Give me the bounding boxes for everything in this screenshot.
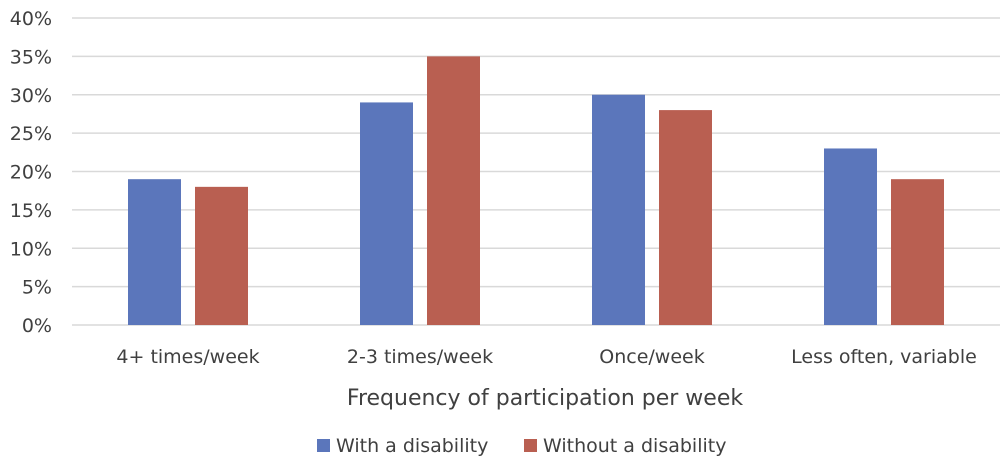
y-axis-tick-labels: 0% 5% 10% 15% 20% 25% 30% 35% 40%: [10, 8, 52, 337]
x-category-label: 2-3 times/week: [347, 346, 493, 368]
legend-swatch: [317, 439, 330, 452]
bar-with-disability: [592, 94, 645, 325]
y-tick-label: 20%: [10, 162, 52, 184]
bar-with-disability: [128, 179, 181, 325]
y-tick-label: 35%: [10, 46, 52, 68]
bar-with-disability: [824, 148, 877, 325]
bar-without-disability: [427, 56, 480, 325]
legend-label: Without a disability: [543, 435, 726, 457]
y-tick-label: 15%: [10, 200, 52, 222]
bar-with-disability: [360, 102, 413, 325]
y-tick-label: 30%: [10, 85, 52, 107]
y-tick-label: 10%: [10, 238, 52, 260]
x-category-label: 4+ times/week: [116, 346, 259, 368]
x-axis-category-labels: 4+ times/week 2-3 times/week Once/week Less…: [116, 346, 976, 368]
x-category-label: Once/week: [599, 346, 704, 368]
y-tick-label: 0%: [22, 315, 52, 337]
legend-label: With a disability: [336, 435, 488, 457]
bar-without-disability: [891, 179, 944, 325]
legend-swatch: [524, 439, 537, 452]
legend: With a disability Without a disability: [317, 435, 726, 457]
x-axis-title: Frequency of participation per week: [347, 386, 743, 411]
y-tick-label: 25%: [10, 123, 52, 145]
y-tick-label: 5%: [22, 277, 52, 299]
bar-without-disability: [659, 110, 712, 325]
x-category-label: Less often, variable: [791, 346, 977, 368]
bars: [128, 56, 944, 325]
y-tick-label: 40%: [10, 8, 52, 30]
bar-without-disability: [195, 186, 248, 325]
